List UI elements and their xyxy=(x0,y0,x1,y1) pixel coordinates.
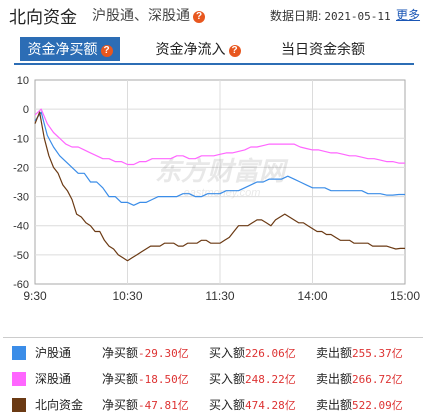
tab-net-buy-label: 资金净买额 xyxy=(27,41,98,57)
tab-net-inflow[interactable]: 资金净流入? xyxy=(148,37,248,61)
date-label: 数据日期: xyxy=(270,9,322,23)
x-tick-label: 9:30 xyxy=(23,289,47,303)
buy-in-label: 买入额 xyxy=(209,346,246,360)
sell-out-cell: 卖出额266.72亿 xyxy=(316,366,403,393)
legend-row-hgt: 沪股通 净买额-29.30亿 买入额226.06亿 卖出额255.37亿 xyxy=(0,340,426,366)
legend-swatch xyxy=(12,372,26,386)
net-buy-label: 净买额 xyxy=(102,372,139,386)
legend-swatch xyxy=(12,398,26,412)
x-tick-label: 14:00 xyxy=(297,289,327,303)
net-buy-cell: 净买额-47.81亿 xyxy=(102,392,189,419)
sell-out-value: 266.72亿 xyxy=(352,373,403,386)
tab-net-buy[interactable]: 资金净买额? xyxy=(20,37,120,61)
legend-name: 沪股通 xyxy=(35,346,72,360)
net-buy-cell: 净买额-29.30亿 xyxy=(102,340,189,367)
sell-out-label: 卖出额 xyxy=(316,346,353,360)
buy-in-value: 248.22亿 xyxy=(245,373,296,386)
y-tick-label: -60 xyxy=(13,279,29,291)
sell-out-value: 522.09亿 xyxy=(352,399,403,412)
legend-border xyxy=(3,337,423,415)
help-icon[interactable]: ? xyxy=(100,45,113,57)
series-line-1 xyxy=(34,108,405,166)
y-tick-label: -30 xyxy=(13,192,29,204)
sell-out-cell: 卖出额255.37亿 xyxy=(316,340,403,367)
tab-daily-balance-label: 当日资金余额 xyxy=(281,41,365,57)
buy-in-cell: 买入额474.28亿 xyxy=(209,392,296,419)
legend-name: 北向资金 xyxy=(35,398,84,412)
series-line-2 xyxy=(34,111,405,262)
date-value: 2021-05-11 xyxy=(324,10,391,23)
buy-in-value: 474.28亿 xyxy=(245,399,296,412)
help-icon[interactable]: ? xyxy=(228,45,241,57)
y-axis: 10 0 -10 -20 -30 -40 -50 -60 xyxy=(13,75,29,291)
help-icon[interactable]: ? xyxy=(193,11,205,23)
tab-daily-balance[interactable]: 当日资金余额 xyxy=(268,37,378,61)
sell-out-label: 卖出额 xyxy=(316,372,353,386)
legend-row-sgt: 深股通 净买额-18.50亿 买入额248.22亿 卖出额266.72亿 xyxy=(0,366,426,392)
legend-swatch xyxy=(12,346,26,360)
tab-bar: 资金净买额? 资金净流入? 当日资金余额 xyxy=(0,33,426,65)
sell-out-value: 255.37亿 xyxy=(352,347,403,360)
series-line-0 xyxy=(34,111,405,206)
y-tick-label: -20 xyxy=(13,162,29,174)
series-lines xyxy=(34,108,405,262)
net-buy-label: 净买额 xyxy=(102,398,139,412)
net-buy-value: -29.30亿 xyxy=(138,347,189,360)
net-buy-label: 净买额 xyxy=(102,346,139,360)
header: 北向资金 沪股通、深股通? 数据日期: 2021-05-11 更多 xyxy=(0,0,426,28)
legend-row-north: 北向资金 净买额-47.81亿 买入额474.28亿 卖出额522.09亿 xyxy=(0,392,426,418)
x-tick-label: 15:00 xyxy=(390,289,420,303)
page-subtitle: 沪股通、深股通? xyxy=(92,5,205,25)
tab-net-inflow-label: 资金净流入 xyxy=(155,41,226,57)
tab-underline xyxy=(14,63,414,65)
buy-in-value: 226.06亿 xyxy=(245,347,296,360)
net-buy-value: -47.81亿 xyxy=(138,399,189,412)
more-link[interactable]: 更多 xyxy=(396,8,421,22)
grid-lines xyxy=(35,80,405,284)
x-axis: 9:30 10:30 11:30 14:00 15:00 xyxy=(23,289,420,303)
y-tick-label: -50 xyxy=(13,250,29,262)
y-tick-label: 0 xyxy=(23,104,29,116)
buy-in-cell: 买入额248.22亿 xyxy=(209,366,296,393)
watermark-text: 东方财富网 xyxy=(155,156,289,186)
buy-in-label: 买入额 xyxy=(209,398,246,412)
y-tick-label: -10 xyxy=(13,133,29,145)
sell-out-label: 卖出额 xyxy=(316,398,353,412)
x-tick-label: 10:30 xyxy=(112,289,142,303)
buy-in-label: 买入额 xyxy=(209,372,246,386)
net-buy-value: -18.50亿 xyxy=(138,373,189,386)
legend-name: 深股通 xyxy=(35,372,72,386)
north-flow-chart: 东方财富网 eastmoney.com 100-10-20-30-40-50-6… xyxy=(13,75,420,303)
page-title: 北向资金 xyxy=(9,8,77,27)
sell-out-cell: 卖出额522.09亿 xyxy=(316,392,403,419)
net-buy-cell: 净买额-18.50亿 xyxy=(102,366,189,393)
y-tick-label: 10 xyxy=(17,75,29,87)
x-tick-label: 11:30 xyxy=(205,289,234,303)
data-date: 数据日期: 2021-05-11 xyxy=(270,7,391,24)
y-tick-label: -40 xyxy=(13,221,29,233)
subtitle-text: 沪股通、深股通 xyxy=(92,7,190,23)
buy-in-cell: 买入额226.06亿 xyxy=(209,340,296,367)
